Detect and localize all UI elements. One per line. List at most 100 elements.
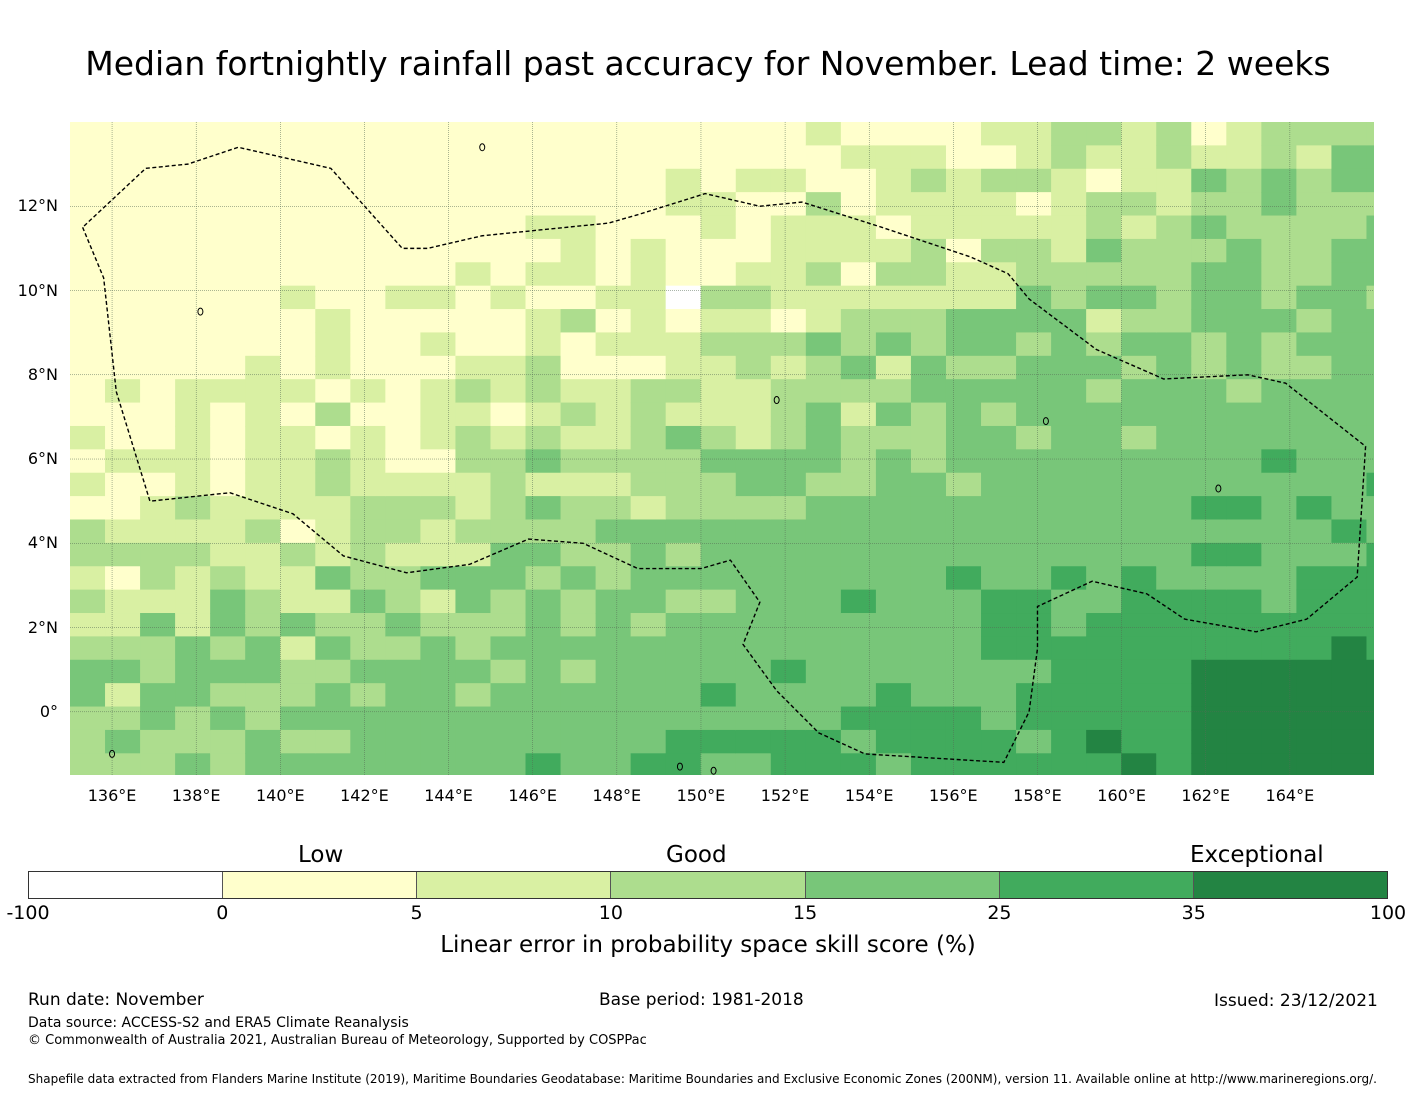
heatmap-cell [525,566,562,591]
heatmap-cell [700,542,737,567]
heatmap-cell [981,355,1017,380]
heatmap-cell [700,145,737,170]
heatmap-cell [910,238,947,263]
heatmap-cell [1051,519,1087,544]
heatmap-cell [735,402,772,427]
heatmap-cell [1016,425,1052,450]
heatmap-cell [875,542,912,567]
heatmap-cell [280,589,316,614]
heatmap-cell [280,192,316,217]
heatmap-cell [1156,238,1192,263]
heatmap-cell [910,659,947,684]
heatmap-cell [1261,683,1297,708]
heatmap-cell [1086,472,1122,497]
heatmap-cell [910,542,947,567]
heatmap-cell [1121,519,1157,544]
heatmap-cell [595,472,632,497]
heatmap-cell [1156,519,1192,544]
heatmap-cell [245,542,281,567]
heatmap-cell [105,636,141,661]
heatmap-cell [1296,402,1333,427]
heatmap-cell [210,659,246,684]
heatmap-cell [105,683,141,708]
heatmap-cell [805,402,842,427]
heatmap-cell [105,168,141,193]
heatmap-cell [70,425,106,450]
heatmap-cell [315,145,351,170]
heatmap-cell [945,729,982,754]
heatmap-cell [665,449,702,474]
heatmap-cell [1226,168,1262,193]
heatmap-cell [735,589,772,614]
heatmap-cell [70,683,106,708]
heatmap-cell [1191,542,1227,567]
heatmap-cell [315,425,351,450]
heatmap-cell [560,589,597,614]
heatmap-cell [1016,613,1052,637]
heatmap-cell [105,613,141,637]
heatmap-cell [770,192,807,217]
heatmap-cell [1296,519,1333,544]
heatmap-cell [1156,122,1192,146]
heatmap-cell [105,285,141,310]
heatmap-cell [875,659,912,684]
heatmap-cell [595,122,632,146]
heatmap-cell [1051,729,1087,754]
heatmap-cell [70,168,106,193]
heatmap-cell [385,192,421,217]
heatmap-cell [840,215,877,240]
heatmap-cell [420,355,457,380]
heatmap-cell [665,613,702,637]
category-exceptional: Exceptional [1190,842,1324,868]
heatmap-cell [140,238,176,263]
heatmap-cell [1191,706,1227,731]
heatmap-cell [385,425,421,450]
heatmap-cell [1261,215,1297,240]
heatmap-cell [735,262,772,287]
heatmap-cell [1331,753,1368,775]
heatmap-cell [1016,145,1052,170]
heatmap-cell [665,683,702,708]
heatmap-cell [315,449,351,474]
heatmap-cell [1226,566,1262,591]
heatmap-cell [1191,238,1227,263]
heatmap-cell [1121,496,1157,521]
heatmap-cell [455,449,492,474]
heatmap-cell [315,636,351,661]
heatmap-cell [560,238,597,263]
heatmap-cell [1086,496,1122,521]
heatmap-cell [245,379,281,404]
heatmap-cell [280,355,316,380]
heatmap-cell [420,238,457,263]
skill-heatmap [70,122,1374,775]
heatmap-cell [1191,215,1227,240]
heatmap-cell [315,519,351,544]
heatmap-cell [1191,659,1227,684]
heatmap-cell [1366,355,1374,380]
heatmap-cell [210,449,246,474]
heatmap-cell [70,215,106,240]
heatmap-cell [805,449,842,474]
heatmap-cell [280,379,316,404]
heatmap-cell [455,753,492,775]
heatmap-cell [1226,683,1262,708]
heatmap-cell [1226,519,1262,544]
heatmap-cell [700,402,737,427]
heatmap-cell [105,472,141,497]
heatmap-cell [210,636,246,661]
heatmap-cell [805,309,842,334]
heatmap-cell [700,309,737,334]
heatmap-cell [420,262,457,287]
heatmap-cell [350,215,386,240]
heatmap-cell [735,449,772,474]
longitude-tick-label: 162°E [1181,786,1231,805]
heatmap-cell [175,542,211,567]
heatmap-cell [490,309,527,334]
heatmap-cell [245,613,281,637]
heatmap-cell [245,168,281,193]
heatmap-cell [525,613,562,637]
heatmap-cell [490,472,527,497]
heatmap-cell [770,496,807,521]
heatmap-cell [105,145,141,170]
heatmap-cell [1086,309,1122,334]
